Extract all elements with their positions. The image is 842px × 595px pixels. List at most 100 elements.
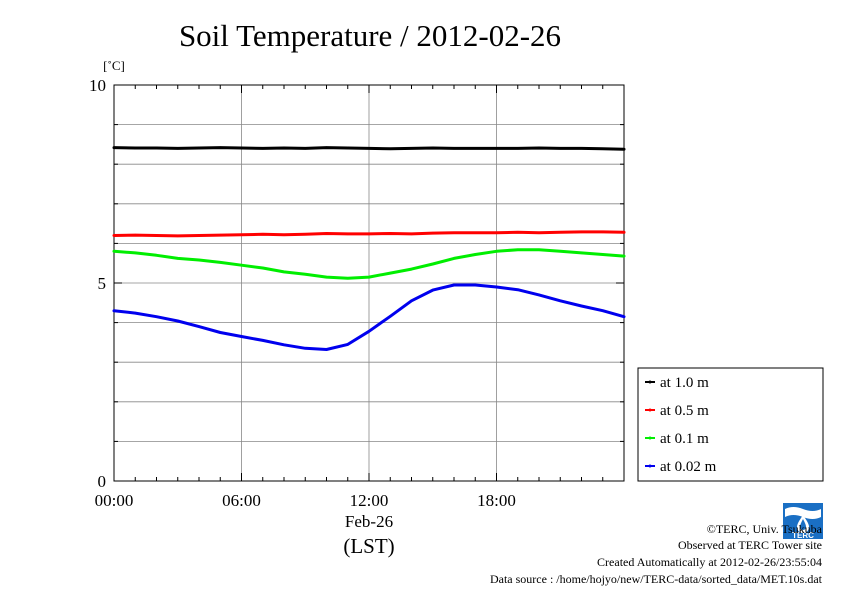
data-point [601,309,604,312]
data-point [367,330,371,333]
data-point [197,325,201,328]
data-point [176,319,179,323]
legend-label: at 0.1 m [660,431,709,447]
data-point [134,251,137,255]
legend-marker [648,408,652,412]
data-point [410,147,413,150]
data-point [410,267,413,271]
x-tick-label: 06:00 [222,491,261,510]
data-point [219,331,222,334]
data-point [559,250,562,253]
data-point [304,347,307,350]
data-point [452,257,456,260]
grid [114,85,624,481]
data-point [261,147,264,150]
data-point [367,275,371,279]
data-point [452,231,456,234]
data-point [516,248,519,251]
data-point [197,258,201,262]
data-point [197,234,201,237]
x-date-label: Feb-26 [345,512,393,531]
data-point [304,233,307,236]
data-point [134,233,137,237]
legend-marker [648,380,652,384]
chart-title: Soil Temperature / 2012-02-26 [179,18,561,53]
data-point [176,234,179,238]
data-point [261,266,264,270]
data-point [474,231,477,234]
y-unit-label: [˚C] [103,58,125,73]
legend-label: at 0.02 m [660,459,717,475]
copyright-text: ©TERC, Univ. Tsukuba [706,522,822,536]
data-point [219,233,222,237]
data-point [367,232,371,236]
data-point [622,231,626,234]
data-point [346,146,349,150]
data-point [516,288,519,291]
terc-logo: TERC [783,503,823,539]
legend-marker [648,436,652,440]
legend-label: at 0.5 m [660,403,709,419]
data-point [176,147,179,150]
data-point [410,299,413,303]
data-point [537,231,541,234]
terc-logo-text: TERC [792,531,814,539]
data-point [261,339,264,342]
created-text: Created Automatically at 2012-02-26/23:5… [597,555,822,569]
data-point [112,234,116,237]
data-point [240,146,243,150]
data-point [282,270,286,274]
data-point [431,288,434,292]
data-source-text: Data source : /home/hojyo/new/TERC-data/… [489,572,822,586]
data-point [112,146,116,149]
data-point [516,231,519,234]
y-tick-label: 0 [98,472,107,491]
data-point [559,299,562,303]
data-point [176,257,179,260]
observed-text: Observed at TERC Tower site [677,538,822,552]
series-lines [112,146,626,351]
data-point [495,250,498,253]
data-point [197,146,201,150]
data-point [155,254,158,257]
data-point [559,231,562,234]
data-point [601,230,604,234]
x-tick-label: 00:00 [95,491,134,510]
data-point [495,285,498,289]
data-point [325,232,328,235]
legend-label: at 1.0 m [660,375,709,391]
data-point [580,147,583,150]
legend-marker [648,464,652,468]
data-point [325,348,328,351]
data-point [155,146,158,150]
data-point [240,263,243,267]
y-axis: 0 5 10 [89,76,624,491]
data-point [112,250,116,253]
x-unit-label: (LST) [343,534,394,558]
data-point [580,251,583,255]
y-tick-label: 10 [89,76,106,95]
data-point [134,146,137,150]
data-point [325,275,328,279]
data-point [601,253,604,256]
data-point [516,147,519,150]
data-point [537,293,541,297]
data-point [219,261,222,264]
data-point [495,231,498,234]
data-point [219,146,222,149]
data-point [452,283,456,287]
x-axis: 00:00 06:00 12:00 18:00 [95,85,625,510]
data-point [622,147,626,151]
data-point [474,283,477,287]
data-point [474,253,477,256]
data-point [389,271,392,275]
data-point [389,232,392,235]
data-point [495,147,498,150]
data-point [240,233,243,236]
data-point [537,146,541,150]
data-point [431,262,434,266]
data-point [431,231,434,235]
data-point [389,315,392,318]
x-tick-label: 18:00 [477,491,516,510]
